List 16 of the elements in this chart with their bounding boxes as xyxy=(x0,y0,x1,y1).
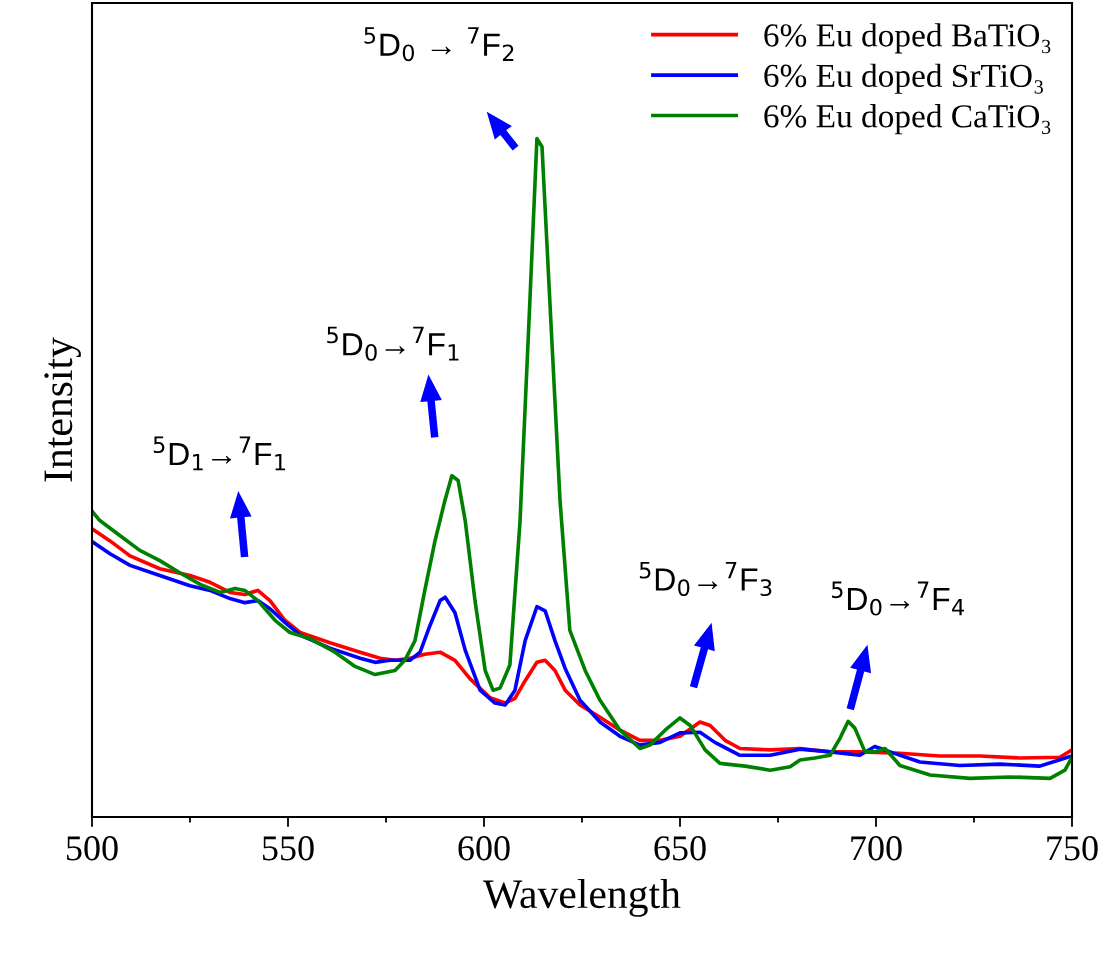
legend-label: 6% Eu doped CaTiO₃ xyxy=(764,104,1051,135)
x-tick-label: 700 xyxy=(851,836,902,861)
x-axis-title: Wavelength xyxy=(483,878,681,917)
x-tick-label: 750 xyxy=(1047,836,1098,861)
y-axis-title: Intensity xyxy=(44,337,81,482)
legend-label: 6% Eu doped BaTiO₃ xyxy=(764,23,1051,54)
legend-label: 6% Eu doped SrTiO₃ xyxy=(764,63,1043,94)
annotation: $^{5}$D$_{0}$→$^{7}$F$_{3}$ xyxy=(639,562,772,597)
annotation: $^{5}$D$_{1}$→$^{7}$F$_{1}$ xyxy=(153,436,285,471)
text: $^{5}$D$_{0}$ → $^{7}$F$_{2}$ xyxy=(364,27,514,62)
annotation: $^{5}$D$_{0}$→$^{7}$F$_{1}$ xyxy=(327,326,459,361)
x-tick-label: 550 xyxy=(263,836,314,861)
x-tick-label: 600 xyxy=(458,836,510,861)
x-tick-label: 650 xyxy=(654,836,706,861)
annotation: $^{5}$D$_{0}$→$^{7}$F$_{4}$ xyxy=(831,581,964,616)
x-tick-label: 500 xyxy=(67,836,118,861)
